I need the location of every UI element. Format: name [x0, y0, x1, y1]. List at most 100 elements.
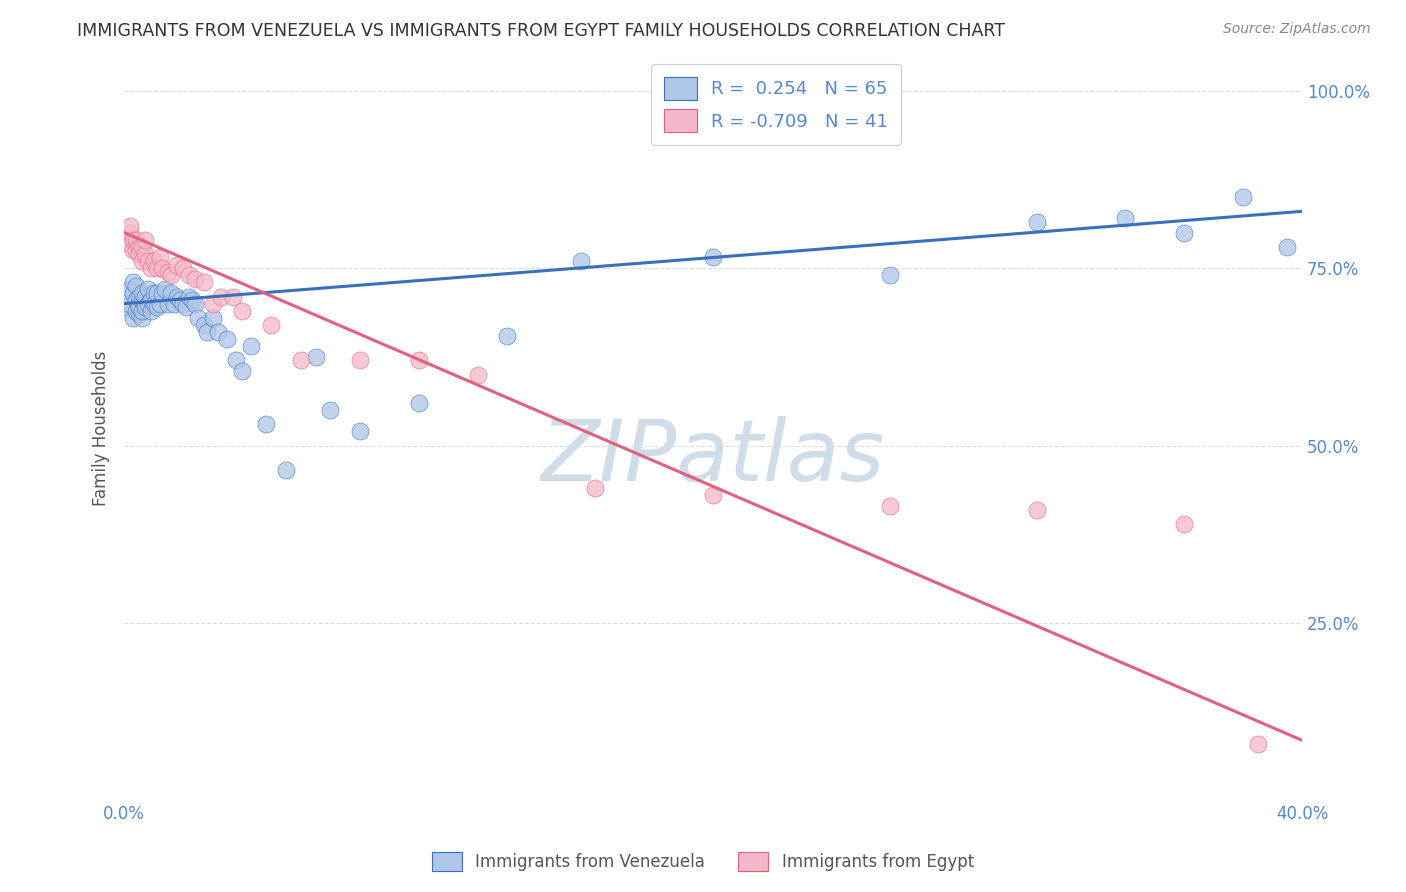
- Point: [136, 254, 159, 268]
- Point: [172, 296, 194, 310]
- Point: [128, 240, 150, 254]
- Point: [217, 332, 239, 346]
- Point: [128, 307, 150, 321]
- Point: [145, 300, 167, 314]
- Point: [120, 226, 142, 240]
- Point: [148, 296, 170, 310]
- Point: [134, 247, 156, 261]
- Point: [131, 303, 153, 318]
- Text: IMMIGRANTS FROM VENEZUELA VS IMMIGRANTS FROM EGYPT FAMILY HOUSEHOLDS CORRELATION: IMMIGRANTS FROM VENEZUELA VS IMMIGRANTS …: [77, 22, 1005, 40]
- Point: [254, 417, 277, 432]
- Point: [125, 293, 148, 307]
- Point: [408, 396, 430, 410]
- Point: [702, 488, 724, 502]
- Point: [169, 293, 191, 307]
- Point: [231, 364, 253, 378]
- Point: [145, 261, 167, 276]
- Legend: Immigrants from Venezuela, Immigrants from Egypt: Immigrants from Venezuela, Immigrants fr…: [423, 843, 983, 880]
- Point: [142, 296, 165, 310]
- Y-axis label: Family Households: Family Households: [93, 351, 110, 506]
- Point: [702, 251, 724, 265]
- Point: [122, 233, 145, 247]
- Point: [157, 265, 180, 279]
- Point: [148, 251, 170, 265]
- Point: [184, 272, 207, 286]
- Point: [304, 350, 326, 364]
- Point: [177, 268, 200, 283]
- Point: [139, 261, 162, 276]
- Point: [209, 289, 232, 303]
- Point: [160, 268, 183, 283]
- Point: [128, 289, 150, 303]
- Point: [1277, 240, 1299, 254]
- Point: [139, 303, 162, 318]
- Point: [195, 325, 218, 339]
- Point: [1247, 737, 1270, 751]
- Point: [136, 296, 159, 310]
- Point: [160, 285, 183, 300]
- Point: [193, 318, 215, 332]
- Point: [222, 289, 245, 303]
- Point: [583, 481, 606, 495]
- Point: [120, 296, 142, 310]
- Point: [131, 285, 153, 300]
- Point: [128, 296, 150, 310]
- Point: [120, 219, 142, 233]
- Point: [569, 254, 592, 268]
- Point: [1173, 516, 1195, 531]
- Point: [231, 303, 253, 318]
- Point: [125, 278, 148, 293]
- Point: [201, 296, 224, 310]
- Point: [172, 261, 194, 276]
- Point: [152, 261, 174, 276]
- Point: [125, 303, 148, 318]
- Point: [131, 240, 153, 254]
- Point: [260, 318, 283, 332]
- Point: [122, 276, 145, 290]
- Point: [128, 247, 150, 261]
- Point: [1232, 190, 1254, 204]
- Point: [163, 296, 186, 310]
- Point: [139, 293, 162, 307]
- Point: [131, 293, 153, 307]
- Point: [174, 300, 197, 314]
- Point: [125, 233, 148, 247]
- Point: [142, 285, 165, 300]
- Point: [134, 296, 156, 310]
- Point: [181, 293, 204, 307]
- Point: [134, 289, 156, 303]
- Point: [408, 353, 430, 368]
- Point: [879, 268, 901, 283]
- Point: [128, 300, 150, 314]
- Point: [1026, 502, 1049, 516]
- Point: [115, 300, 138, 314]
- Point: [1026, 215, 1049, 229]
- Point: [1114, 211, 1136, 226]
- Point: [142, 254, 165, 268]
- Legend: R =  0.254   N = 65, R = -0.709   N = 41: R = 0.254 N = 65, R = -0.709 N = 41: [651, 64, 901, 145]
- Point: [134, 300, 156, 314]
- Point: [122, 310, 145, 325]
- Point: [152, 285, 174, 300]
- Point: [136, 282, 159, 296]
- Text: ZIPatlas: ZIPatlas: [541, 417, 886, 500]
- Point: [1173, 226, 1195, 240]
- Point: [290, 353, 312, 368]
- Point: [145, 285, 167, 300]
- Point: [122, 285, 145, 300]
- Point: [879, 499, 901, 513]
- Point: [177, 289, 200, 303]
- Point: [349, 425, 371, 439]
- Point: [193, 276, 215, 290]
- Point: [276, 463, 298, 477]
- Point: [115, 236, 138, 251]
- Point: [239, 339, 262, 353]
- Point: [225, 353, 247, 368]
- Point: [131, 310, 153, 325]
- Point: [319, 403, 342, 417]
- Point: [125, 244, 148, 258]
- Point: [131, 254, 153, 268]
- Point: [120, 282, 142, 296]
- Point: [349, 353, 371, 368]
- Point: [166, 289, 188, 303]
